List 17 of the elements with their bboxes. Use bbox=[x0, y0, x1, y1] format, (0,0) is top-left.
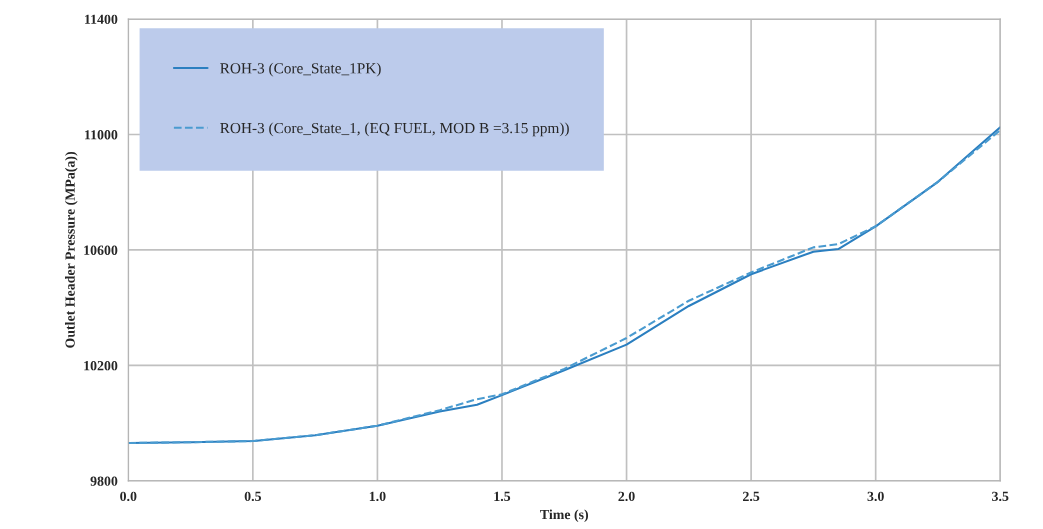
x-tick-label: 3.5 bbox=[992, 491, 1009, 502]
y-tick-label: 11000 bbox=[85, 130, 118, 140]
x-tick-label: 1.5 bbox=[494, 491, 511, 502]
x-axis-title: Time (s) bbox=[540, 509, 589, 523]
x-tick-label: 0.0 bbox=[120, 491, 137, 502]
y-tick-label: 10600 bbox=[84, 245, 118, 255]
x-tick-label: 3.0 bbox=[867, 491, 884, 502]
y-tick-label: 11400 bbox=[85, 14, 118, 24]
y-tick-label: 10200 bbox=[84, 360, 118, 371]
x-tick-label: 2.0 bbox=[618, 491, 635, 502]
legend-label: ROH-3 (Core_State_1, (EQ FUEL, MOD B =3.15 ppm)) bbox=[220, 122, 569, 137]
y-axis-title: Outlet Header Pressure (MPa(a)) bbox=[65, 152, 78, 348]
x-tick-label: 1.0 bbox=[369, 491, 386, 502]
x-tick-label: 2.5 bbox=[743, 491, 760, 502]
legend-label: ROH-3 (Core_State_1PK) bbox=[220, 62, 381, 77]
x-tick-label: 0.5 bbox=[244, 491, 262, 502]
y-tick-label: 9800 bbox=[90, 476, 118, 486]
